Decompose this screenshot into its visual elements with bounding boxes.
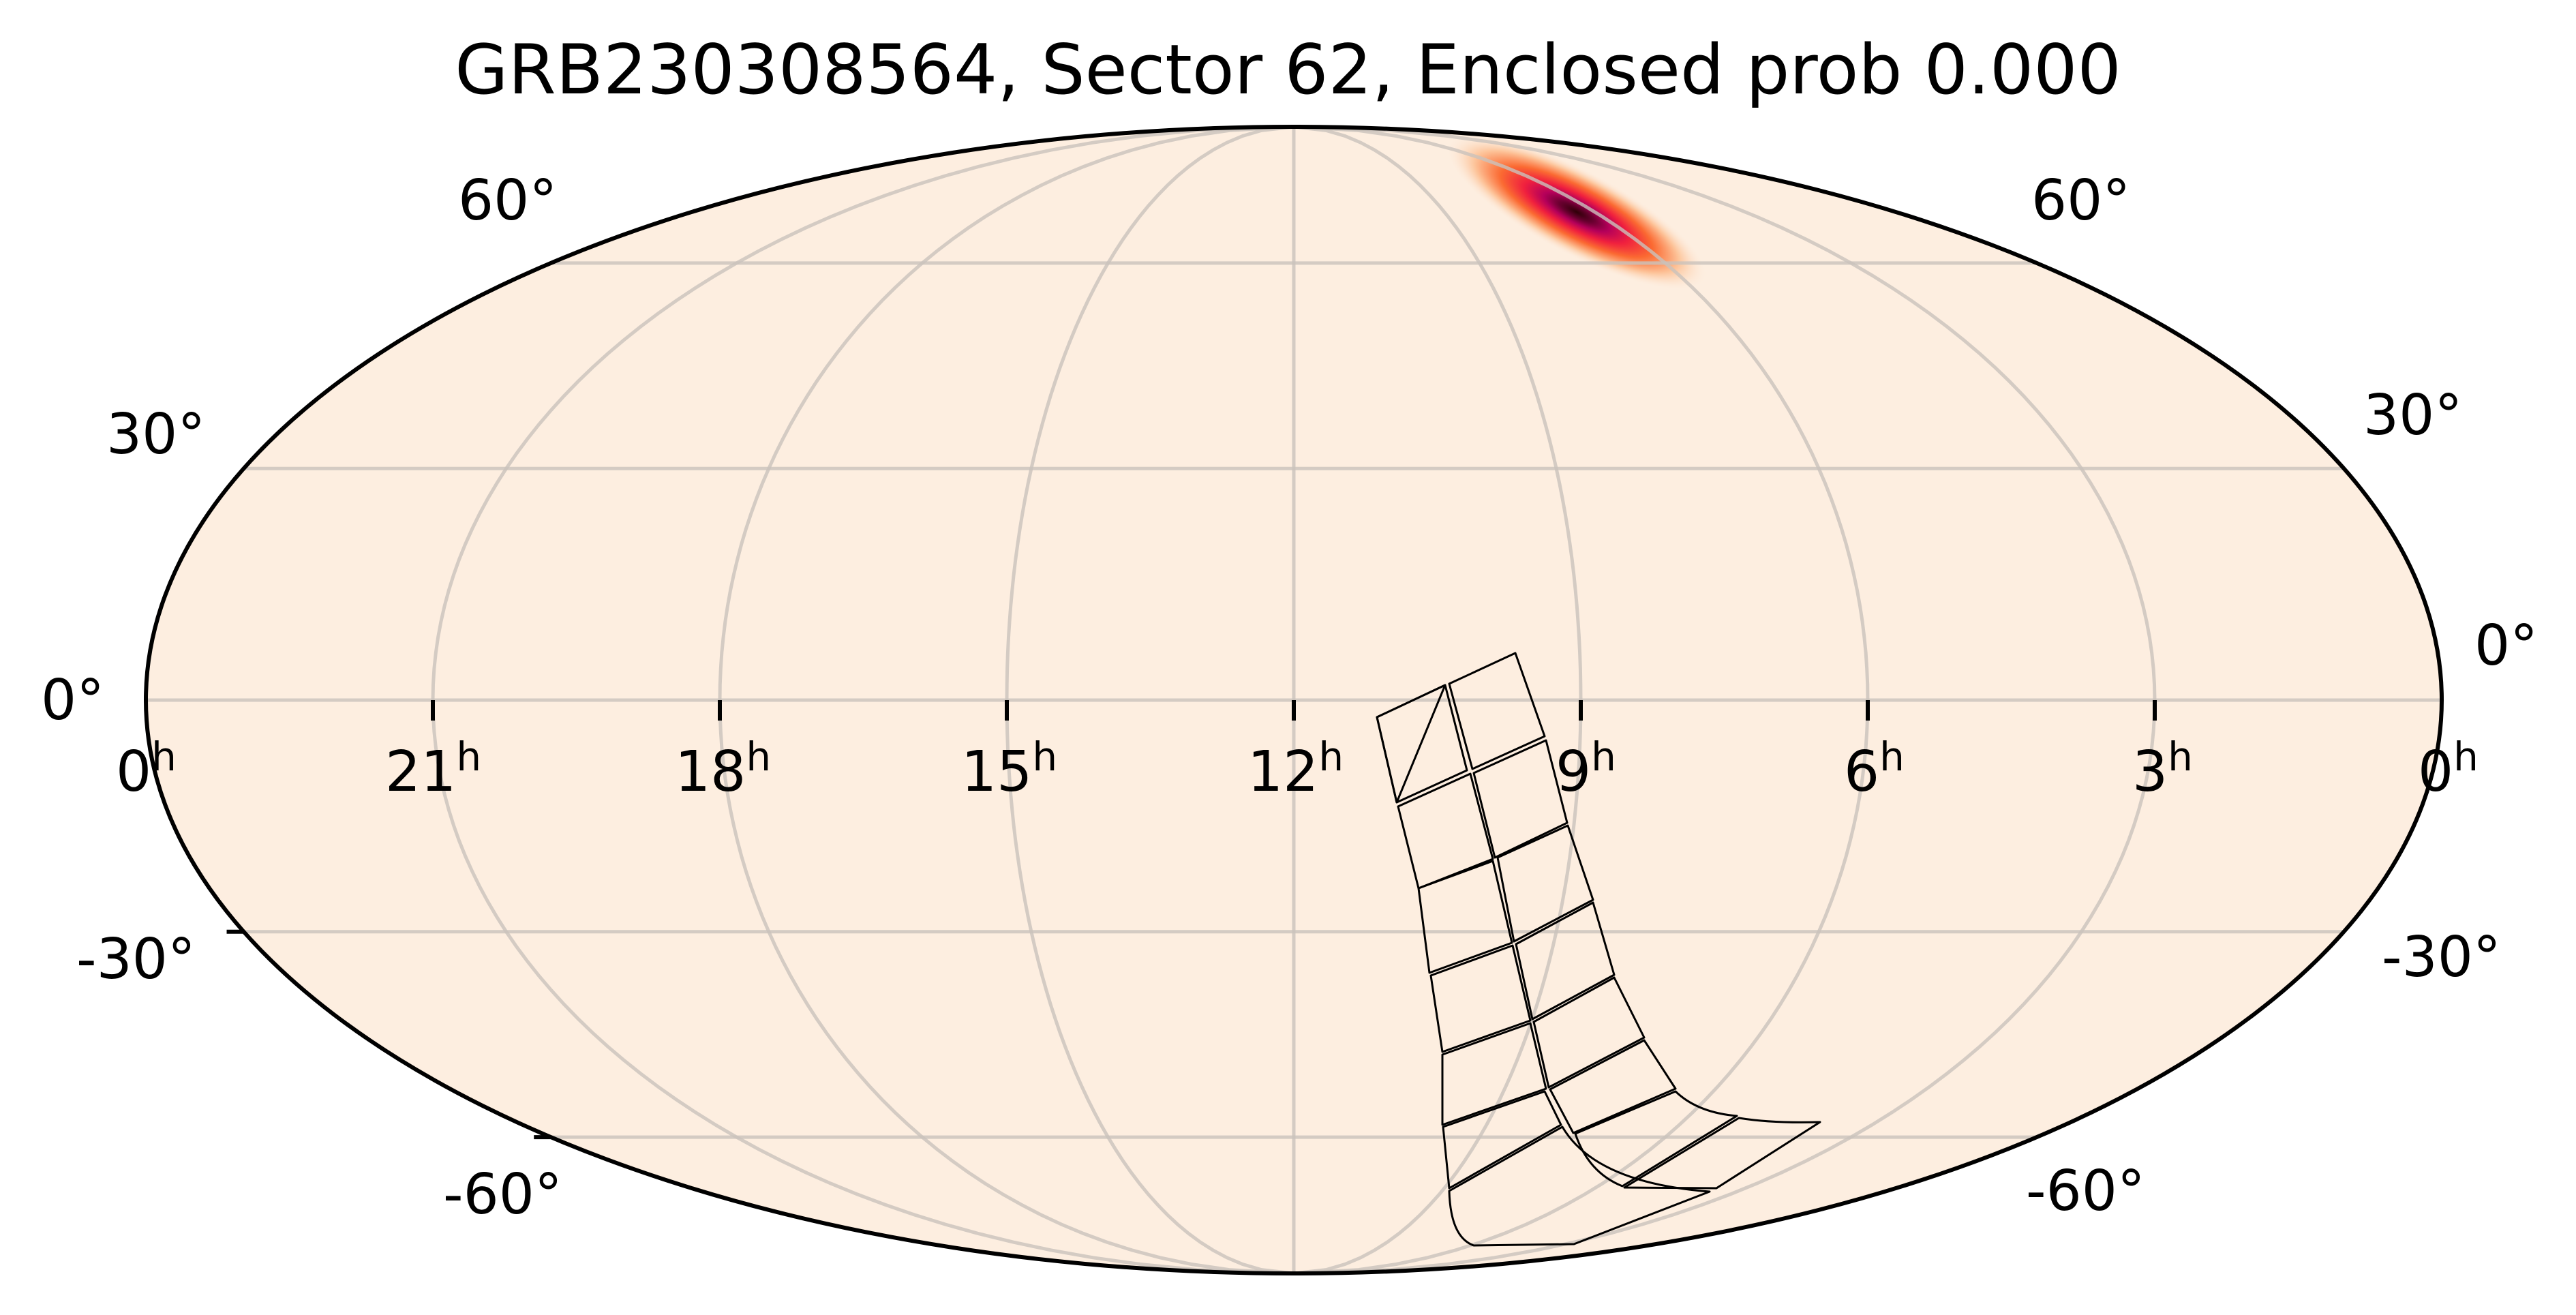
ccd-outline — [1441, 1022, 1547, 1126]
ra-hours: 15 — [961, 740, 1033, 804]
ra-tick-label: 6h — [1844, 734, 1905, 810]
dec-tick-label-left: 60° — [458, 168, 558, 233]
tess-sector-footprint — [1376, 652, 1821, 1247]
ccd-outline — [1442, 1090, 1562, 1190]
ra-hours-unit: h — [1032, 734, 1058, 780]
sky-outline — [144, 125, 2444, 1275]
ra-hours-unit: h — [2453, 734, 2479, 780]
ra-hours: 12 — [1247, 740, 1319, 804]
ra-hours: 0 — [116, 740, 152, 804]
ra-hours: 3 — [2132, 740, 2168, 804]
dec-tick-label-right: 0° — [2474, 614, 2539, 678]
ra-tick-label: 12h — [1247, 734, 1344, 810]
ccd-outline — [1623, 1117, 1821, 1190]
ccd-outline — [1376, 684, 1468, 804]
dec-tick-label-right: 30° — [2363, 383, 2463, 448]
ra-hours-unit: h — [746, 734, 772, 780]
ra-hours: 6 — [1844, 740, 1880, 804]
ccd-outline — [1532, 976, 1646, 1089]
ra-tick-label: 9h — [1556, 734, 1616, 810]
ccd-outline — [1417, 860, 1513, 974]
ra-hours-unit: h — [456, 734, 482, 780]
dec-tick-label-left: -60° — [443, 1162, 562, 1227]
ccd-outline — [1397, 772, 1494, 890]
ccd-outline — [1496, 824, 1594, 943]
dec-tick-label-right: -30° — [2382, 925, 2501, 990]
ccd-outline — [1515, 901, 1616, 1021]
ra-tick-label: 21h — [385, 734, 481, 810]
chart-title: GRB230308564, Sector 62, Enclosed prob 0… — [455, 29, 2121, 110]
ccd-outline — [1472, 739, 1569, 859]
dec-tick-label-right: -60° — [2026, 1159, 2145, 1224]
ccd-outline — [1448, 652, 1546, 770]
ra-hours: 9 — [1556, 740, 1592, 804]
ra-tick-label: 0h — [116, 734, 177, 810]
ccd-outline — [1549, 1039, 1677, 1134]
ra-hours-unit: h — [1879, 734, 1905, 780]
dec-tick-label-left: 30° — [106, 402, 206, 467]
ccd-outline — [1429, 944, 1532, 1053]
dec-tick-label-left: -30° — [76, 927, 196, 992]
ra-tick-label: 3h — [2132, 734, 2193, 810]
ccd-outline — [1574, 1090, 1738, 1188]
ra-hours-unit: h — [2168, 734, 2193, 780]
ra-hours: 0 — [2418, 740, 2454, 804]
probability-blob — [1445, 134, 1708, 290]
ra-hours: 21 — [385, 740, 457, 804]
ra-tick-label: 18h — [675, 734, 771, 810]
ra-hours-unit: h — [1318, 734, 1344, 780]
axis-ticks — [226, 700, 2157, 1140]
ra-hours-unit: h — [1591, 734, 1616, 780]
ra-tick-label: 0h — [2418, 734, 2479, 810]
dec-tick-label-left: 0° — [41, 668, 105, 733]
ra-hours: 18 — [675, 740, 746, 804]
ra-tick-label: 15h — [961, 734, 1057, 810]
dec-tick-label-right: 60° — [2031, 168, 2131, 233]
ra-hours-unit: h — [151, 734, 177, 780]
